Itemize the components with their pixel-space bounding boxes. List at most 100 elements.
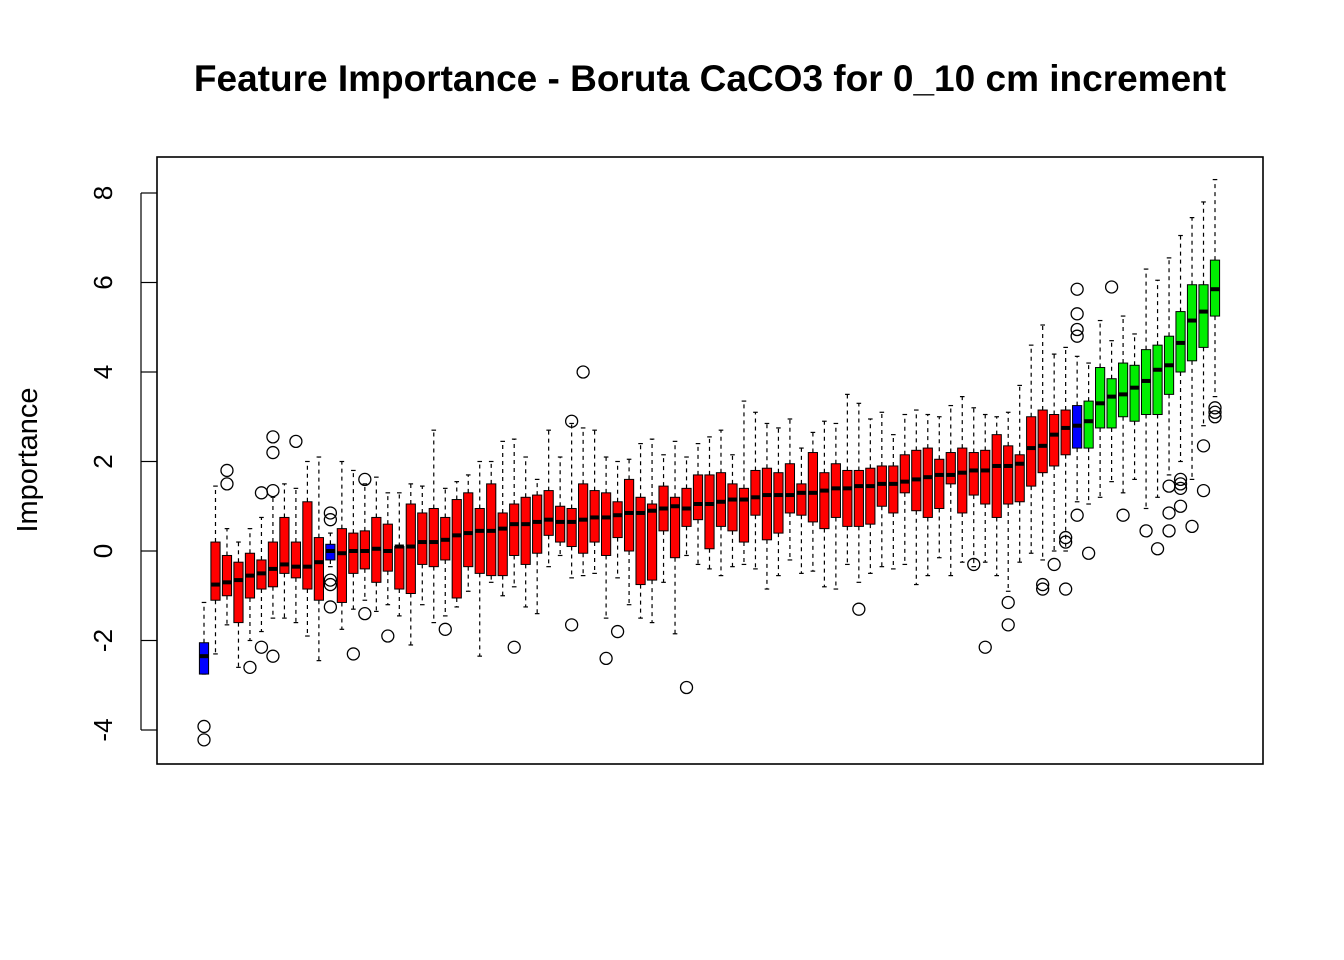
- box-rejected: [865, 467, 876, 525]
- outlier-point: [1058, 530, 1073, 545]
- box-11: [313, 456, 324, 662]
- outlier-point: [197, 733, 211, 747]
- box-73: [1026, 344, 1037, 554]
- box-23: [451, 481, 462, 608]
- outlier-point: [220, 477, 234, 491]
- box-64: [922, 413, 933, 577]
- outlier-point: [564, 414, 579, 428]
- chart-title: Feature Importance - Boruta CaCO3 for 0_…: [193, 58, 1227, 99]
- box-10: [302, 460, 313, 637]
- box-rejected: [463, 492, 474, 568]
- box-81: [1116, 315, 1130, 522]
- box-44: [692, 443, 704, 566]
- box-42: [669, 440, 681, 635]
- outlier-point: [599, 651, 613, 666]
- box-67: [957, 396, 968, 563]
- box-68: [967, 407, 981, 572]
- box-69: [978, 413, 992, 654]
- box-rejected: [474, 507, 485, 574]
- outlier-point: [852, 602, 866, 616]
- box-rejected: [899, 454, 910, 494]
- outlier-point: [1001, 595, 1015, 610]
- outlier-point: [1058, 582, 1073, 596]
- y-tick-label: -4: [88, 718, 118, 741]
- outlier-point: [358, 607, 372, 621]
- box-71: [1001, 411, 1015, 632]
- outlier-point: [1162, 479, 1176, 493]
- box-16: [371, 476, 382, 613]
- box-74: [1036, 324, 1050, 596]
- y-axis-label: Importance: [12, 387, 44, 532]
- outlier-point: [289, 434, 303, 449]
- box-76: [1058, 346, 1073, 596]
- outlier-point: [1070, 322, 1084, 337]
- box-15: [358, 472, 372, 621]
- outlier-point: [576, 365, 590, 379]
- box-80: [1104, 280, 1119, 483]
- outlier-point: [1185, 519, 1199, 534]
- plot-frame: [156, 156, 1264, 765]
- box-54: [807, 431, 818, 572]
- box-58: [852, 402, 866, 616]
- box-rejected: [302, 501, 313, 590]
- box-rejected: [750, 469, 761, 516]
- box-3: [220, 463, 234, 626]
- box-rejected: [623, 478, 635, 552]
- outlier-point: [1036, 582, 1050, 596]
- box-87: [1185, 217, 1199, 534]
- box-24: [463, 474, 474, 592]
- box-82: [1129, 333, 1140, 480]
- box-rejected: [819, 472, 830, 530]
- outlier-point: [266, 430, 280, 444]
- box-88: [1196, 201, 1211, 498]
- y-tick-label: -2: [88, 629, 118, 652]
- box-7: [266, 430, 280, 663]
- box-12: [323, 506, 338, 614]
- box-rejected: [842, 469, 853, 527]
- box-rejected: [221, 554, 233, 597]
- box-rejected: [968, 452, 979, 496]
- outlier-point: [323, 506, 338, 520]
- outlier-point: [978, 640, 992, 654]
- box-1: [197, 601, 211, 747]
- box-rejected: [428, 507, 439, 568]
- outlier-point: [1173, 481, 1188, 496]
- outlier-point: [1070, 329, 1084, 343]
- box-9: [289, 434, 303, 624]
- box-84: [1150, 279, 1165, 556]
- box-27: [497, 440, 508, 597]
- outlier-point: [323, 577, 338, 592]
- box-rejected: [382, 523, 393, 572]
- outlier-point: [1081, 546, 1096, 560]
- outlier-point: [1116, 508, 1130, 522]
- box-22: [438, 487, 452, 636]
- outlier-point: [243, 660, 257, 674]
- outlier-point: [1208, 405, 1222, 419]
- box-50: [761, 422, 773, 590]
- box-confirmed: [1106, 378, 1117, 429]
- box-72: [1014, 384, 1025, 563]
- box-confirmed: [1083, 400, 1094, 449]
- box-75: [1047, 353, 1061, 572]
- box-31: [543, 429, 554, 568]
- box-rejected: [566, 507, 577, 548]
- box-rejected: [1060, 409, 1071, 456]
- box-rejected: [210, 541, 221, 601]
- outlier-point: [1173, 472, 1188, 487]
- box-34: [576, 365, 590, 577]
- box-rejected: [991, 434, 1002, 518]
- box-78: [1081, 362, 1096, 560]
- y-tick-label: 0: [88, 544, 118, 558]
- outlier-point: [1162, 524, 1176, 538]
- box-51: [773, 427, 784, 577]
- box-20: [417, 485, 428, 606]
- outlier-point: [1162, 506, 1176, 520]
- box-30: [532, 478, 543, 615]
- box-rejected: [646, 503, 658, 581]
- box-53: [796, 447, 807, 574]
- box-49: [750, 411, 761, 570]
- box-14: [346, 469, 361, 661]
- outlier-point: [679, 680, 694, 695]
- outlier-point: [323, 573, 338, 587]
- box-rejected: [267, 541, 279, 588]
